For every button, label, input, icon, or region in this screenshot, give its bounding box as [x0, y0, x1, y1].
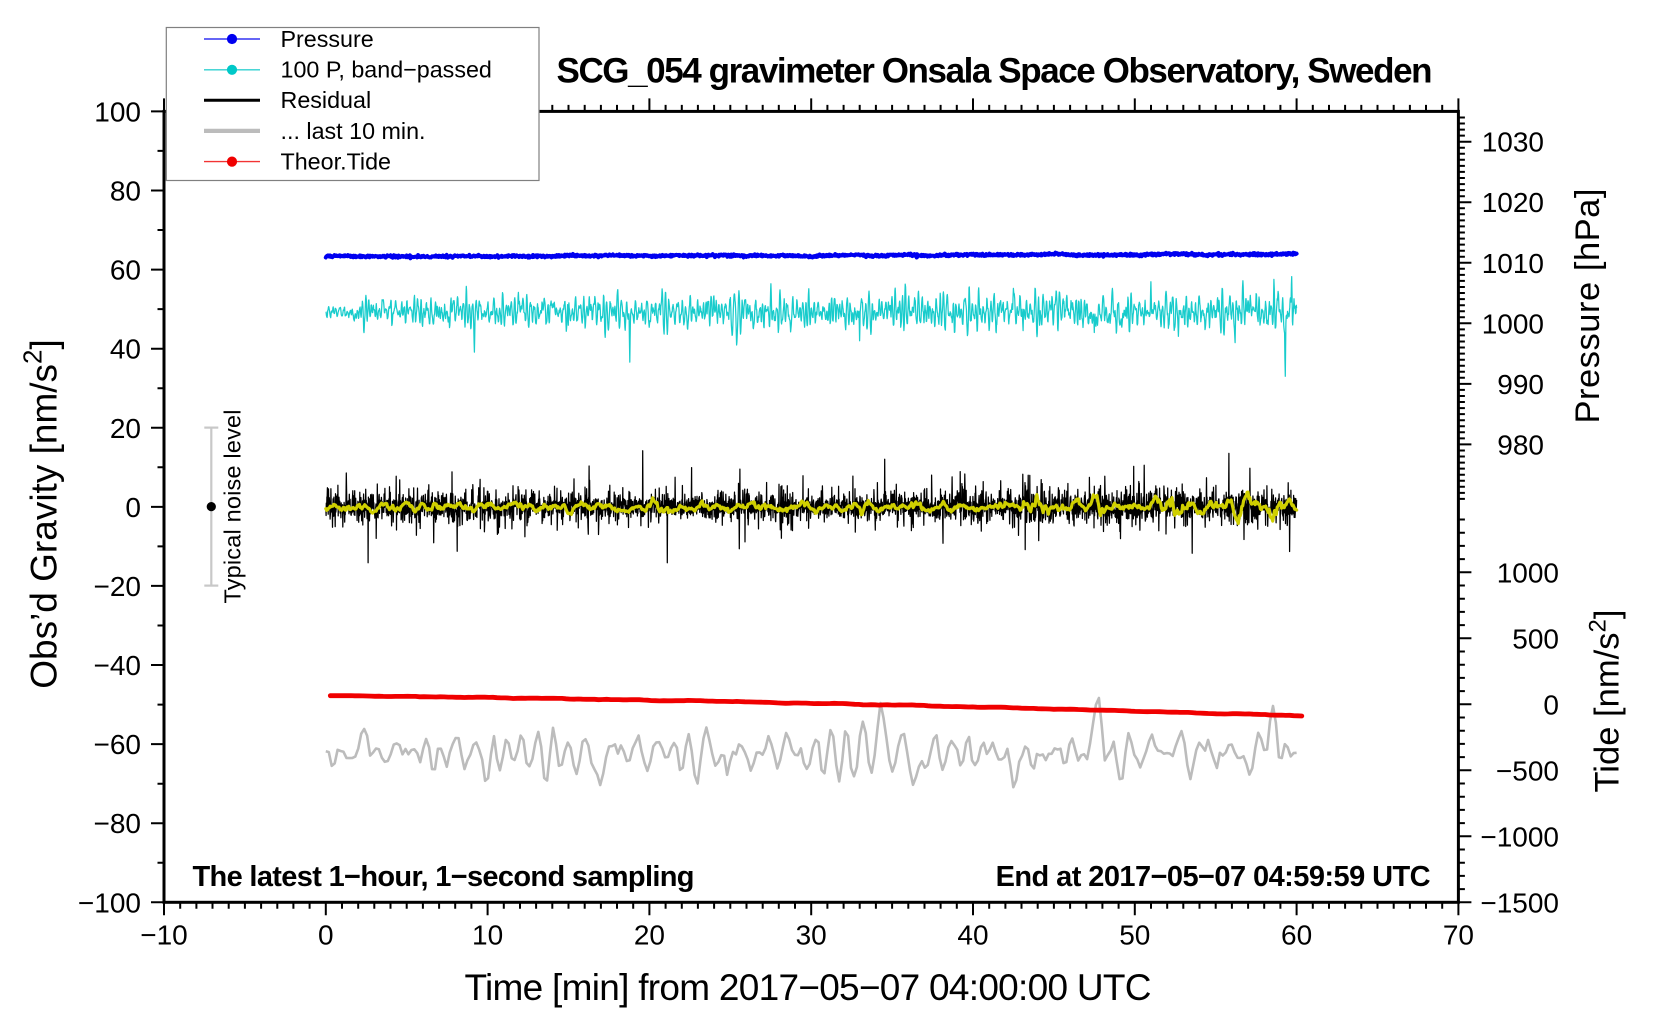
svg-text:−20: −20 [94, 571, 142, 602]
svg-text:Typical noise level: Typical noise level [220, 410, 246, 604]
svg-text:20: 20 [634, 920, 665, 951]
svg-text:70: 70 [1443, 920, 1474, 951]
svg-text:−500: −500 [1496, 755, 1559, 786]
svg-text:40: 40 [957, 920, 988, 951]
svg-text:−1500: −1500 [1480, 887, 1559, 918]
svg-text:60: 60 [110, 255, 141, 286]
svg-text:−10: −10 [140, 920, 188, 951]
svg-text:1020: 1020 [1482, 187, 1544, 218]
svg-text:1000: 1000 [1497, 557, 1559, 588]
svg-text:40: 40 [110, 334, 141, 365]
svg-text:−1000: −1000 [1480, 821, 1559, 852]
svg-text:100: 100 [94, 96, 141, 127]
svg-text:−40: −40 [94, 650, 142, 681]
svg-text:50: 50 [1119, 920, 1150, 951]
svg-text:990: 990 [1497, 369, 1544, 400]
svg-text:−100: −100 [78, 887, 141, 918]
svg-text:The latest 1−hour, 1−second sa: The latest 1−hour, 1−second sampling [193, 861, 695, 893]
svg-text:1030: 1030 [1482, 127, 1544, 158]
svg-text:30: 30 [796, 920, 827, 951]
svg-text:0: 0 [1543, 689, 1559, 720]
svg-text:80: 80 [110, 176, 141, 207]
svg-text:10: 10 [472, 920, 503, 951]
svg-text:−80: −80 [94, 808, 142, 839]
svg-text:60: 60 [1281, 920, 1312, 951]
svg-text:980: 980 [1497, 429, 1544, 460]
svg-text:100 P, band−passed: 100 P, band−passed [281, 57, 492, 83]
svg-text:500: 500 [1512, 623, 1559, 654]
svg-text:1000: 1000 [1482, 308, 1544, 339]
svg-text:Tide [nm/s2]: Tide [nm/s2] [1585, 610, 1627, 793]
svg-text:Theor.Tide: Theor.Tide [281, 149, 392, 175]
svg-text:0: 0 [318, 920, 334, 951]
svg-text:20: 20 [110, 413, 141, 444]
svg-text:0: 0 [125, 492, 141, 523]
svg-text:Residual: Residual [281, 87, 372, 113]
svg-text:End at 2017−05−07 04:59:59 UTC: End at 2017−05−07 04:59:59 UTC [996, 861, 1431, 893]
svg-text:1010: 1010 [1482, 248, 1544, 279]
svg-text:Time [min] from 2017−05−07 04:: Time [min] from 2017−05−07 04:00:00 UTC [465, 967, 1152, 1008]
svg-text:−60: −60 [94, 729, 142, 760]
svg-text:... last 10 min.: ... last 10 min. [281, 118, 426, 144]
svg-text:Obs’d Gravity [nm/s2]: Obs’d Gravity [nm/s2] [18, 339, 65, 689]
svg-text:Pressure [hPa]: Pressure [hPa] [1569, 189, 1607, 424]
svg-text:SCG_054 gravimeter Onsala Spac: SCG_054 gravimeter Onsala Space Observat… [557, 52, 1433, 91]
svg-text:Pressure: Pressure [281, 26, 374, 52]
